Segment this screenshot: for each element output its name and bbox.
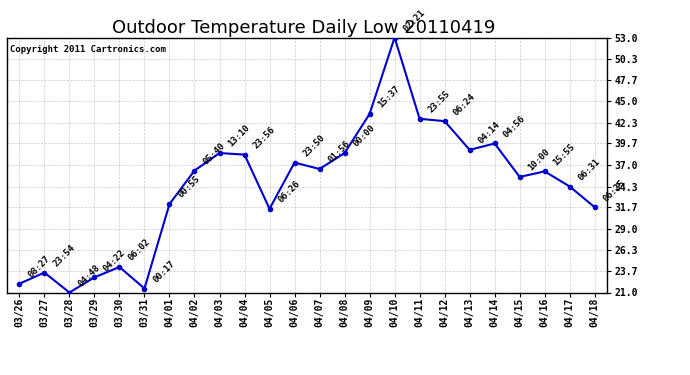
Text: 04:56: 04:56	[502, 114, 527, 140]
Text: 02:21: 02:21	[402, 8, 427, 33]
Text: 01:56: 01:56	[326, 140, 352, 165]
Text: 15:37: 15:37	[377, 84, 402, 110]
Text: 05:40: 05:40	[201, 141, 227, 166]
Text: 23:55: 23:55	[426, 89, 452, 115]
Text: 06:02: 06:02	[126, 237, 152, 263]
Text: 06:25: 06:25	[602, 178, 627, 203]
Text: 00:17: 00:17	[151, 259, 177, 284]
Text: 23:54: 23:54	[51, 243, 77, 268]
Text: 00:00: 00:00	[351, 123, 377, 149]
Text: 06:24: 06:24	[451, 92, 477, 117]
Text: 10:00: 10:00	[526, 147, 552, 173]
Text: 04:22: 04:22	[101, 248, 127, 273]
Text: 06:26: 06:26	[277, 179, 302, 205]
Text: 04:48: 04:48	[77, 263, 101, 288]
Text: 04:14: 04:14	[477, 120, 502, 146]
Text: 08:27: 08:27	[26, 254, 52, 280]
Text: 23:56: 23:56	[251, 125, 277, 150]
Text: 00:55: 00:55	[177, 174, 201, 200]
Text: 15:55: 15:55	[551, 142, 577, 167]
Text: Outdoor Temperature Daily Low 20110419: Outdoor Temperature Daily Low 20110419	[112, 19, 495, 37]
Text: 13:10: 13:10	[226, 123, 252, 149]
Text: 06:31: 06:31	[577, 157, 602, 182]
Text: Copyright 2011 Cartronics.com: Copyright 2011 Cartronics.com	[10, 45, 166, 54]
Text: 23:50: 23:50	[302, 133, 327, 159]
